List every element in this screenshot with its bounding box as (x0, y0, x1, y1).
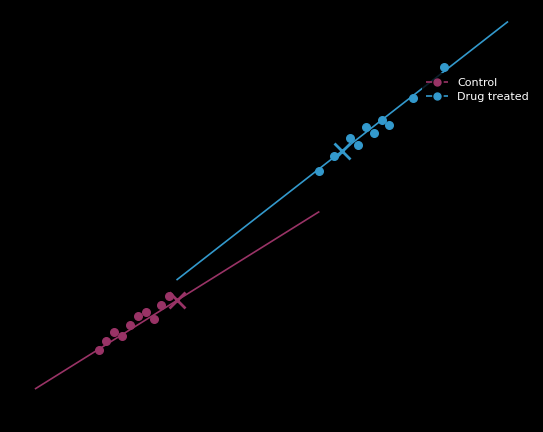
Point (377, 117, 386, 124)
Point (134, 313, 142, 320)
Point (369, 130, 378, 137)
Point (314, 168, 323, 175)
Point (385, 121, 394, 128)
Point (110, 328, 118, 335)
Point (440, 63, 449, 70)
Point (362, 124, 370, 130)
Point (346, 134, 355, 141)
Point (141, 308, 150, 315)
Point (149, 315, 158, 322)
Point (353, 141, 362, 148)
Point (157, 302, 166, 308)
Legend: Control, Drug treated: Control, Drug treated (421, 73, 533, 107)
Point (102, 337, 111, 344)
Point (94, 346, 103, 353)
Point (118, 333, 127, 340)
Point (409, 94, 418, 101)
Point (125, 322, 134, 329)
Point (165, 293, 174, 300)
Point (330, 152, 339, 159)
